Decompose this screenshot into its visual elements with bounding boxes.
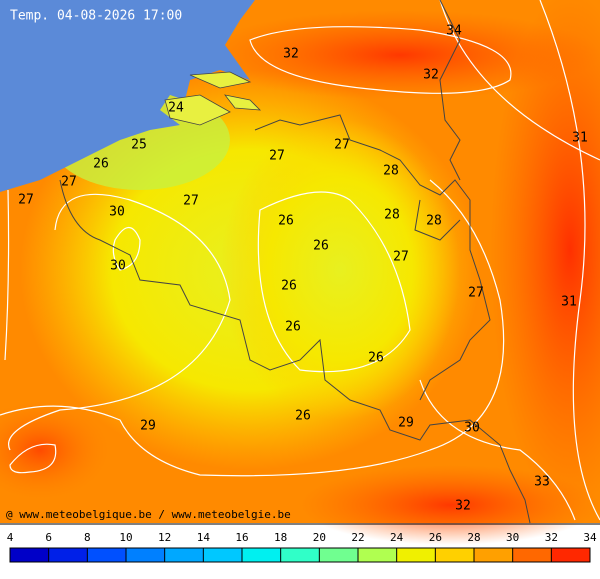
colorbar-segment [87, 548, 126, 562]
colorbar-tick-label: 12 [158, 531, 171, 544]
map-labels: 34 32 32 31 24 25 26 27 27 28 27 27 27 30 26 28 28 26 27 30… [18, 24, 588, 514]
colorbar-tick-label: 10 [119, 531, 132, 544]
colorbar-tick-label: 16 [235, 531, 248, 544]
temperature-label: 28 [426, 214, 442, 229]
temperature-label: 26 [93, 157, 109, 172]
colorbar-tick-label: 4 [7, 531, 14, 544]
colorbar-tick-label: 28 [467, 531, 480, 544]
temperature-label: 31 [572, 131, 588, 146]
temperature-label: 26 [281, 279, 297, 294]
colorbar: 4 6 8 10 12 14 16 18 20 22 24 26 28 30 32 34 [7, 531, 597, 563]
hot-area [0, 400, 110, 500]
colorbar-segment [512, 548, 552, 562]
temperature-label: 34 [446, 24, 462, 39]
colorbar-tick-label: 14 [197, 531, 211, 544]
temperature-label: 29 [140, 419, 156, 434]
temperature-label: 27 [18, 193, 34, 208]
cool-area [220, 120, 460, 420]
temperature-label: 29 [398, 416, 414, 431]
title-bg [5, 4, 195, 26]
map-title: Temp. 04-08-2026 17:00 [10, 9, 182, 24]
colorbar-segment [242, 548, 281, 562]
temperature-label: 26 [368, 351, 384, 366]
colorbar-tick-label: 18 [274, 531, 287, 544]
temperature-label: 27 [61, 175, 77, 190]
borders [59, 0, 531, 524]
temperature-label: 27 [334, 138, 350, 153]
temperature-label: 31 [561, 295, 577, 310]
colorbar-segment [48, 548, 88, 562]
colorbar-segment [551, 548, 590, 562]
temperature-label: 30 [464, 421, 480, 436]
colorbar-tick-label: 34 [583, 531, 597, 544]
temperature-label: 27 [269, 149, 285, 164]
colorbar-segment [203, 548, 242, 562]
colorbar-segment [435, 548, 474, 562]
colorbar-tick-label: 26 [429, 531, 442, 544]
temperature-label: 27 [393, 250, 409, 265]
colorbar-tick-label: 24 [390, 531, 404, 544]
temperature-label: 26 [285, 320, 301, 335]
temperature-label: 26 [295, 409, 311, 424]
temperature-label: 30 [109, 205, 125, 220]
colorbar-segment [280, 548, 320, 562]
temperature-label: 28 [383, 164, 399, 179]
colorbar-tick-label: 6 [45, 531, 52, 544]
colorbar-segment [319, 548, 358, 562]
colorbar-tick-label: 22 [351, 531, 364, 544]
temperature-label: 28 [384, 208, 400, 223]
temperature-label: 24 [168, 101, 184, 116]
temperature-label: 32 [423, 68, 439, 83]
temperature-label: 26 [313, 239, 329, 254]
colorbar-tick-label: 32 [545, 531, 558, 544]
temperature-label: 33 [534, 475, 550, 490]
temperature-label: 32 [455, 499, 471, 514]
hot-area [200, 10, 600, 100]
temperature-label: 26 [278, 214, 294, 229]
colorbar-tick-label: 20 [313, 531, 326, 544]
colorbar-tick-label: 8 [84, 531, 91, 544]
temperature-label: 27 [183, 194, 199, 209]
hot-area [300, 465, 600, 545]
colorbar-segment [396, 548, 436, 562]
temperature-label: 25 [131, 138, 147, 153]
credit: @ www.meteobelgique.be / www.meteobelgie… [6, 508, 291, 521]
temperature-label: 30 [110, 259, 126, 274]
colorbar-segment [474, 548, 513, 562]
colorbar-tick-label: 30 [506, 531, 519, 544]
colorbar-frame [9, 547, 591, 563]
temperature-label: 32 [283, 47, 299, 62]
islands [164, 71, 262, 126]
map [0, 0, 600, 545]
colorbar-segment [126, 548, 165, 562]
sea [0, 0, 255, 192]
temperature-label: 27 [468, 286, 484, 301]
isotherms [0, 0, 600, 521]
colorbar-segment [164, 548, 204, 562]
colorbar-segment [358, 548, 397, 562]
colorbar-segment [10, 548, 49, 562]
hot-area [490, 0, 600, 510]
